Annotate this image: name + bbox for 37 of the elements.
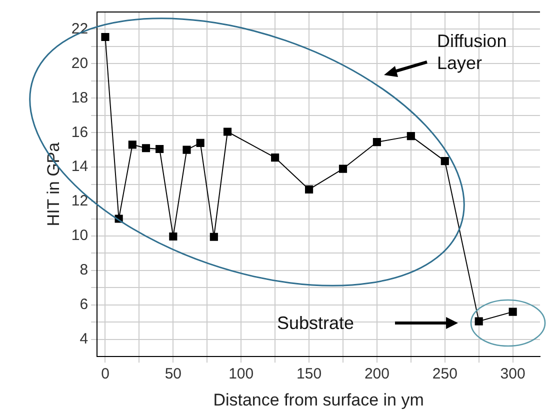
point bbox=[372, 138, 381, 146]
point bbox=[210, 232, 218, 241]
annotation: Diffusion Layer bbox=[437, 30, 508, 74]
point bbox=[304, 185, 314, 194]
point bbox=[338, 164, 348, 173]
x-axis-title: Distance from surface in ym bbox=[213, 390, 424, 410]
y-tick-label: 8 bbox=[80, 262, 88, 279]
point bbox=[128, 140, 136, 149]
point bbox=[474, 317, 483, 326]
point bbox=[182, 146, 191, 154]
y-tick-label: 12 bbox=[71, 192, 88, 210]
x-tick-label: 100 bbox=[228, 366, 254, 383]
y-tick-label: 14 bbox=[71, 158, 88, 176]
point bbox=[142, 144, 150, 152]
point bbox=[440, 157, 449, 166]
y-tick-label: 16 bbox=[71, 124, 88, 141]
x-tick-label: 150 bbox=[296, 366, 322, 383]
point bbox=[156, 144, 164, 154]
y-tick-label: 20 bbox=[71, 54, 88, 72]
y-tick-label: 22 bbox=[71, 20, 88, 38]
x-tick-label: 250 bbox=[432, 366, 458, 383]
x-tick-label: 50 bbox=[164, 366, 182, 383]
point bbox=[508, 308, 517, 316]
y-tick-label: 10 bbox=[71, 227, 88, 244]
point bbox=[196, 138, 204, 147]
y-tick-label: 18 bbox=[71, 89, 88, 106]
point bbox=[406, 132, 415, 140]
y-tick-label: 4 bbox=[80, 330, 88, 348]
x-tick-label: 300 bbox=[500, 366, 526, 383]
point bbox=[169, 232, 178, 241]
y-tick-label: 6 bbox=[80, 296, 88, 314]
point bbox=[223, 128, 232, 136]
point bbox=[101, 32, 110, 42]
x-tick-label: 200 bbox=[364, 366, 390, 383]
annotation: Substrate bbox=[277, 312, 354, 334]
point bbox=[271, 154, 280, 162]
x-tick-label: 0 bbox=[101, 366, 110, 383]
